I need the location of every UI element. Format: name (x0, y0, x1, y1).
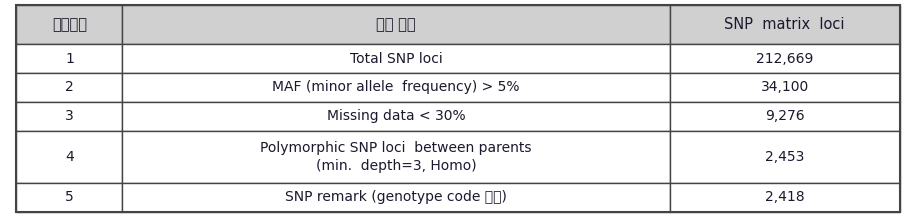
Text: 212,669: 212,669 (756, 52, 813, 66)
Text: 필터단계: 필터단계 (52, 17, 87, 32)
Bar (670, 102, 900, 131)
Bar (670, 5, 900, 44)
Bar (16, 44, 123, 73)
Bar (123, 44, 670, 73)
Text: SNP  matrix  loci: SNP matrix loci (725, 17, 845, 32)
Text: Total SNP loci: Total SNP loci (350, 52, 442, 66)
Text: 1: 1 (65, 52, 74, 66)
Text: 4: 4 (65, 150, 74, 164)
Text: 2: 2 (65, 81, 74, 94)
Bar (16, 131, 123, 183)
Text: 2,418: 2,418 (765, 190, 804, 204)
Text: 9,276: 9,276 (765, 109, 804, 123)
Bar (16, 5, 123, 44)
Bar (670, 73, 900, 102)
Bar (670, 131, 900, 183)
Bar (123, 102, 670, 131)
Bar (16, 183, 123, 212)
Text: 34,100: 34,100 (760, 81, 809, 94)
Text: 5: 5 (65, 190, 74, 204)
Text: 필터 항목: 필터 항목 (376, 17, 416, 32)
Text: Polymorphic SNP loci  between parents
(min.  depth=3, Homo): Polymorphic SNP loci between parents (mi… (260, 141, 532, 173)
Bar (123, 5, 670, 44)
Text: SNP remark (genotype code 변환): SNP remark (genotype code 변환) (285, 190, 507, 204)
Bar (123, 131, 670, 183)
Text: Missing data < 30%: Missing data < 30% (327, 109, 465, 123)
Bar (16, 73, 123, 102)
Bar (123, 73, 670, 102)
Text: 2,453: 2,453 (765, 150, 804, 164)
Bar (670, 44, 900, 73)
Bar (16, 102, 123, 131)
Text: MAF (minor allele  frequency) > 5%: MAF (minor allele frequency) > 5% (272, 81, 520, 94)
Bar (670, 183, 900, 212)
Bar (123, 183, 670, 212)
Text: 3: 3 (65, 109, 74, 123)
